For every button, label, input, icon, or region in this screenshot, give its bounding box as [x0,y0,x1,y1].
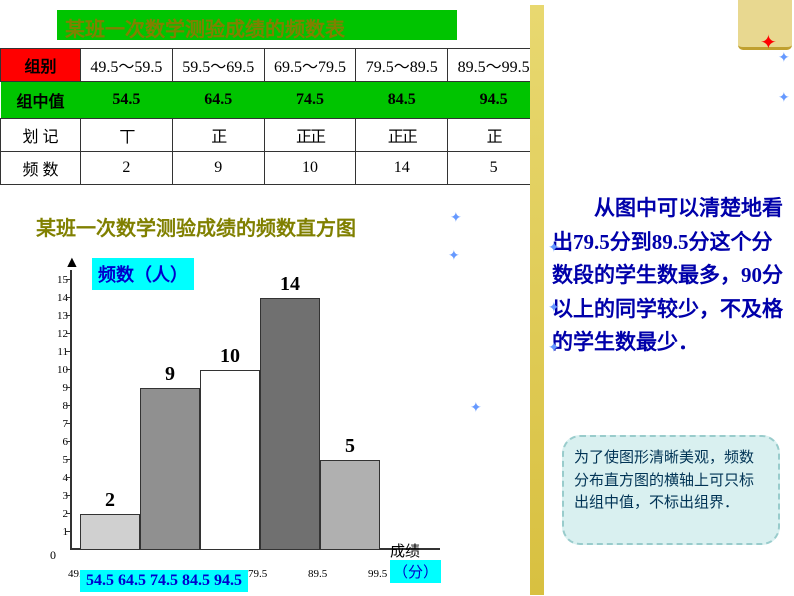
tally-row: 划 记 丅 正 正正 正正 正 [1,119,540,152]
range-cell: 59.5～69.5 [172,49,264,82]
histogram-chart: 2910145 151413121110987654321 49.559.569… [70,270,430,550]
y-tick-mark [66,297,70,298]
group-header: 组别 [1,49,81,82]
y-tick-mark [66,405,70,406]
x-axis-unit: （分） [390,560,441,583]
midvalue-cell: 64.5 [172,82,264,119]
bar-value-label: 2 [80,489,140,512]
y-tick-mark [66,351,70,352]
origin-label: 0 [50,548,56,563]
range-row: 组别 49.5～59.5 59.5～69.5 69.5～79.5 79.5～89… [1,49,540,82]
y-tick-label: 5 [48,454,68,466]
y-tick-mark [66,531,70,532]
midvalues-bottom: 54.5 64.5 74.5 84.5 94.5 [80,570,248,592]
sparkle-icon: ✦ [470,400,482,417]
sparkle-icon: ✦ [778,50,790,67]
freq-cell: 2 [81,152,173,185]
midvalue-row: 组中值 54.5 64.5 74.5 84.5 94.5 [1,82,540,119]
bar-value-label: 10 [200,345,260,368]
tally-cell: 正 [172,119,264,152]
y-tick-mark [66,459,70,460]
freq-header: 频 数 [1,152,81,185]
tally-cell: 正正 [356,119,448,152]
y-tick-label: 1 [48,526,68,538]
histogram-bar [140,388,200,550]
histogram-bar [200,370,260,550]
y-tick-mark [66,477,70,478]
tally-cell: 正 [448,119,540,152]
sparkle-icon: ✦ [548,340,560,357]
x-tick-label: 99.5 [368,568,387,580]
bar-value-label: 9 [140,363,200,386]
histogram-bar [320,460,380,550]
y-tick-label: 15 [48,274,68,286]
x-axis-title: 成绩 [390,540,420,561]
y-axis-line [70,270,72,550]
sparkle-icon: ✦ [548,300,560,317]
bar-value-label: 5 [320,435,380,458]
midvalue-cell: 74.5 [264,82,356,119]
y-tick-mark [66,423,70,424]
y-tick-label: 10 [48,364,68,376]
y-tick-label: 4 [48,472,68,484]
y-tick-label: 11 [48,346,68,358]
analysis-text: 从图中可以清楚地看出79.5分到89.5分这个分数段的学生数最多，90分以上的同… [552,192,792,360]
y-tick-label: 13 [48,310,68,322]
y-tick-mark [66,387,70,388]
range-cell: 79.5～89.5 [356,49,448,82]
x-tick-label: 79.5 [248,568,267,580]
freq-cell: 5 [448,152,540,185]
histogram-title: 某班一次数学测验成绩的频数直方图 [36,212,356,241]
tally-cell: 丅 [81,119,173,152]
y-tick-label: 2 [48,508,68,520]
midvalue-cell: 54.5 [81,82,173,119]
y-tick-label: 7 [48,418,68,430]
histogram-bar [80,514,140,550]
midvalue-header: 组中值 [1,82,81,119]
sparkle-icon: ✦ [448,248,460,265]
y-tick-mark [66,315,70,316]
table-title: 某班一次数学测验成绩的频数表 [57,10,457,40]
midvalue-cell: 84.5 [356,82,448,119]
decoration-band [530,5,544,595]
range-cell: 69.5～79.5 [264,49,356,82]
range-cell: 89.5～99.5 [448,49,540,82]
y-tick-label: 3 [48,490,68,502]
y-tick-label: 9 [48,382,68,394]
y-tick-mark [66,279,70,280]
y-tick-label: 14 [48,292,68,304]
range-cell: 49.5～59.5 [81,49,173,82]
note-box: 为了使图形清晰美观，频数分布直方图的横轴上可只标出组中值，不标出组界． [562,435,780,545]
midvalue-cell: 94.5 [448,82,540,119]
bar-value-label: 14 [260,273,320,296]
histogram-bar [260,298,320,550]
sparkle-icon: ✦ [450,210,462,227]
tally-cell: 正正 [264,119,356,152]
y-tick-mark [66,441,70,442]
y-tick-label: 6 [48,436,68,448]
tally-header: 划 记 [1,119,81,152]
y-tick-label: 8 [48,400,68,412]
sparkle-icon: ✦ [760,30,777,55]
y-tick-label: 12 [48,328,68,340]
sparkle-icon: ✦ [778,90,790,107]
freq-cell: 10 [264,152,356,185]
y-tick-mark [66,369,70,370]
y-tick-mark [66,495,70,496]
freq-cell: 14 [356,152,448,185]
frequency-table: 组别 49.5～59.5 59.5～69.5 69.5～79.5 79.5～89… [0,48,540,185]
sparkle-icon: ✦ [548,240,560,257]
frequency-row: 频 数 2 9 10 14 5 [1,152,540,185]
y-tick-mark [66,333,70,334]
freq-cell: 9 [172,152,264,185]
y-tick-mark [66,513,70,514]
x-tick-label: 89.5 [308,568,327,580]
